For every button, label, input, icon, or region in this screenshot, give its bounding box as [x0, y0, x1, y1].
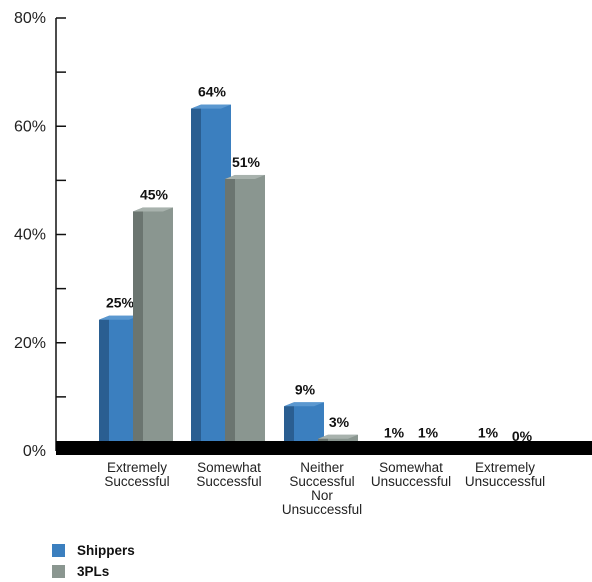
bar-top	[284, 402, 324, 407]
bar-side	[133, 207, 143, 452]
data-label: 9%	[295, 381, 316, 397]
x-category-label: Neither	[300, 460, 344, 475]
x-category-label: Unsuccessful	[465, 474, 545, 489]
y-tick-label: 60%	[14, 118, 46, 135]
bar-side	[284, 402, 294, 452]
legend: Shippers 3PLs	[52, 540, 135, 582]
x-category-label: Nor	[311, 488, 333, 503]
x-category-label: Successful	[104, 474, 169, 489]
legend-swatch-3pls	[52, 564, 65, 578]
bar-top	[225, 174, 265, 179]
data-label: 1%	[478, 425, 499, 441]
bar-top	[133, 207, 173, 212]
y-tick-label: 0%	[23, 443, 46, 460]
x-category-label: Successful	[289, 474, 354, 489]
y-tick-label: 80%	[14, 10, 46, 27]
data-label: 51%	[232, 154, 261, 170]
data-label: 64%	[198, 84, 227, 100]
bar-side	[99, 315, 109, 452]
x-axis-floor	[56, 441, 592, 455]
y-tick-label: 20%	[14, 335, 46, 352]
data-label: 3%	[329, 414, 350, 430]
bar-top	[191, 104, 231, 109]
y-tick-label: 40%	[14, 227, 46, 244]
legend-item-3pls: 3PLs	[52, 561, 135, 581]
x-category-label: Successful	[196, 474, 261, 489]
data-label: 45%	[140, 186, 169, 202]
x-category-label: Unsuccessful	[282, 502, 362, 517]
x-category-label: Extremely	[475, 460, 535, 475]
x-category-label: Unsuccessful	[371, 474, 451, 489]
bar-3pls-1	[235, 174, 265, 452]
x-category-label: Somewhat	[379, 460, 443, 475]
bar-chart: 0% 20% 40% 60% 80% 25% 64% 9% 1% 1% 45% 51% 3% 1% 0% Ex…	[14, 10, 592, 517]
bar-top	[318, 434, 358, 439]
legend-item-shippers: Shippers	[52, 540, 135, 560]
bar-side	[225, 174, 235, 452]
bar-top	[99, 315, 139, 320]
data-label: 1%	[384, 425, 405, 441]
x-category-label: Somewhat	[197, 460, 261, 475]
data-label: 25%	[106, 295, 135, 311]
bar-side	[191, 104, 201, 452]
data-label: 0%	[512, 428, 533, 444]
legend-swatch-shippers	[52, 543, 65, 557]
data-label: 1%	[418, 425, 439, 441]
legend-label-shippers: Shippers	[77, 542, 135, 558]
legend-label-3pls: 3PLs	[77, 563, 110, 579]
x-category-label: Extremely	[107, 460, 167, 475]
bar-3pls-0	[143, 207, 173, 452]
